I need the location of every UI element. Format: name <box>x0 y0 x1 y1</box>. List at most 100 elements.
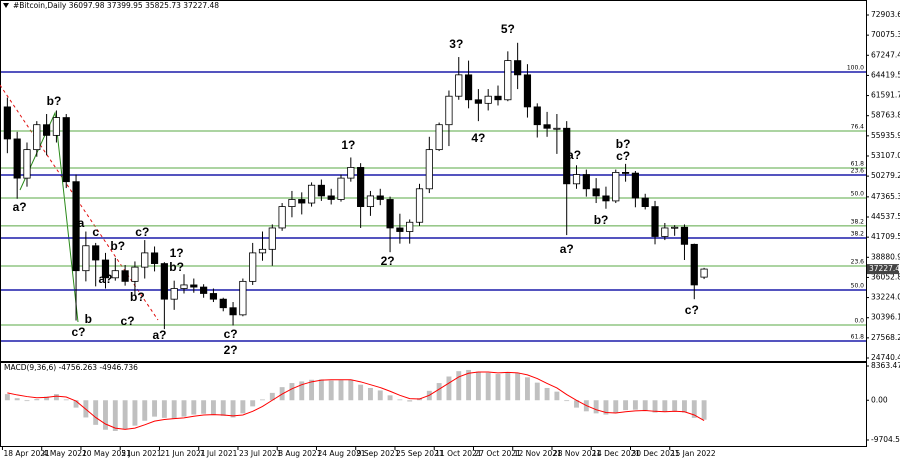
x-tick-label: 20 May 2021 <box>82 449 131 458</box>
candle-body <box>121 270 129 282</box>
macd-title: MACD(9,36,6) -4756.263 -4946.736 <box>4 363 138 372</box>
candle-body <box>425 149 433 190</box>
wave-label: b? <box>110 239 125 253</box>
wave-label: 2? <box>224 343 238 357</box>
y-tick-label: 33224.08 <box>871 293 900 302</box>
x-tick-label: 25 Sep 2021 <box>396 449 444 458</box>
x-tick-label: 15 Jan 2022 <box>671 449 716 458</box>
wave-label: b? <box>616 137 631 151</box>
macd-bar <box>309 379 315 401</box>
candle-body <box>62 117 70 183</box>
macd-bar <box>44 396 50 401</box>
candle-body <box>464 74 473 101</box>
collapse-icon[interactable] <box>3 3 9 8</box>
candle-body <box>337 177 345 200</box>
macd-bar <box>34 399 40 401</box>
candle-body <box>219 298 227 309</box>
level-label: 38.2 <box>851 218 865 225</box>
macd-bar <box>475 371 481 401</box>
wave-label: c? <box>135 225 149 239</box>
price-box <box>867 264 899 275</box>
candle-body <box>357 167 365 207</box>
candle-body <box>141 252 149 268</box>
chart-title: #Bitcoin,Daily 36097.98 37399.95 35825.7… <box>13 1 219 10</box>
wave-label: 1? <box>341 138 355 152</box>
x-tick-label: 18 Apr 2021 <box>3 449 50 458</box>
macd-bar <box>328 380 334 401</box>
candle-body <box>376 195 384 200</box>
candle-body <box>651 206 659 237</box>
candle-body <box>288 199 296 207</box>
x-tick-label: 21 Jun 2021 <box>160 449 205 458</box>
macd-bar <box>495 374 501 401</box>
macd-bar <box>377 390 383 401</box>
candle-body <box>572 174 581 185</box>
candle-body <box>671 226 679 229</box>
wave-label: 3? <box>449 37 463 51</box>
candle-body <box>700 268 708 278</box>
macd-bar <box>210 400 216 415</box>
macd-bar <box>682 400 687 413</box>
macd-bar <box>436 383 442 401</box>
wave-label: a? <box>98 272 112 286</box>
y-tick-label: 41709.59 <box>871 232 900 241</box>
y-tick-label: -9704.598 <box>871 435 900 444</box>
candle-body <box>101 259 110 279</box>
candle-body <box>150 252 159 264</box>
macd-bar <box>466 369 472 401</box>
y-tick-label: 0.00 <box>871 395 888 404</box>
macd-bar <box>456 371 462 401</box>
candle-body <box>582 174 590 190</box>
x-tick-label: 7 Jul 2021 <box>200 449 238 458</box>
x-tick-label: 14 Dec 2021 <box>592 449 640 458</box>
macd-bar <box>652 400 658 413</box>
macd-bar <box>691 400 697 418</box>
y-tick-label: 53107.05 <box>871 151 900 160</box>
candle-body <box>474 99 482 104</box>
wave-label: a <box>78 216 85 230</box>
y-tick-label: 24740.40 <box>871 353 900 362</box>
wave-label: c? <box>121 314 135 328</box>
candle-body <box>229 307 237 316</box>
wave-label: a? <box>560 242 574 256</box>
macd-bar <box>623 400 629 411</box>
candle-body <box>3 106 11 140</box>
macd-bar <box>485 372 491 401</box>
macd-bar <box>132 400 138 426</box>
candle-body <box>278 206 286 229</box>
level-label: 61.8 <box>851 334 865 341</box>
macd-bar <box>662 400 668 412</box>
level-label: 50.0 <box>851 191 865 198</box>
candle-body <box>33 124 41 151</box>
macd-bar <box>544 387 550 401</box>
macd-bar <box>672 400 678 411</box>
macd-bar <box>4 394 10 401</box>
candle-body <box>131 266 139 282</box>
candle-body <box>52 117 61 136</box>
wave-label: a? <box>13 200 27 214</box>
x-tick-label: 30 Dec 2021 <box>631 449 679 458</box>
y-tick-label: 44537.50 <box>871 212 900 221</box>
macd-bar <box>407 400 413 402</box>
candle-body <box>563 127 571 185</box>
candle-body <box>445 95 453 126</box>
y-tick-label: 47365.36 <box>871 192 900 201</box>
price-panel-frame <box>0 0 867 362</box>
macd-bar <box>367 387 373 401</box>
wave-label: c? <box>616 149 630 163</box>
macd-bar <box>574 400 579 408</box>
y-tick-label: 55935.96 <box>871 131 900 140</box>
candle-body <box>23 149 31 179</box>
wave-label: b? <box>594 213 609 227</box>
wave-label: c? <box>685 303 699 317</box>
y-tick-label: 58763.82 <box>871 111 900 120</box>
y-tick-label: 61591.73 <box>871 91 900 100</box>
candle-body <box>317 184 325 197</box>
candle-body <box>249 252 257 282</box>
macd-bar <box>103 400 108 430</box>
candle-body <box>298 199 306 204</box>
candle-body <box>494 95 502 101</box>
y-tick-label: 36052.80 <box>871 272 900 281</box>
candle-body <box>631 172 639 199</box>
candle-body <box>514 60 522 76</box>
